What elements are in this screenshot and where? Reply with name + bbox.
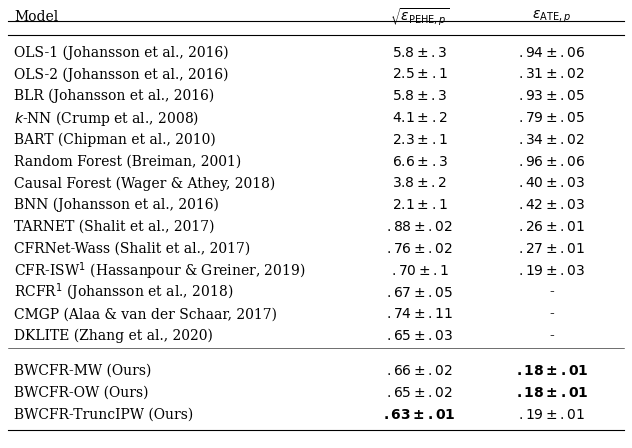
Text: $\mathbf{.18\pm .01}$: $\mathbf{.18\pm .01}$ — [516, 364, 588, 378]
Text: $5.8 \pm .3$: $5.8 \pm .3$ — [392, 89, 447, 103]
Text: $.79 \pm .05$: $.79 \pm .05$ — [518, 111, 586, 125]
Text: Random Forest (Breiman, 2001): Random Forest (Breiman, 2001) — [14, 155, 241, 168]
Text: BNN (Johansson et al., 2016): BNN (Johansson et al., 2016) — [14, 198, 219, 212]
Text: $2.1 \pm .1$: $2.1 \pm .1$ — [392, 198, 447, 212]
Text: $.19 \pm .01$: $.19 \pm .01$ — [518, 408, 586, 422]
Text: $.34 \pm .02$: $.34 \pm .02$ — [518, 133, 585, 147]
Text: BWCFR-OW (Ours): BWCFR-OW (Ours) — [14, 386, 149, 400]
Text: $3.8 \pm .2$: $3.8 \pm .2$ — [392, 177, 447, 190]
Text: $.67 \pm .05$: $.67 \pm .05$ — [386, 285, 454, 300]
Text: $\mathbf{.63\pm .01}$: $\mathbf{.63\pm .01}$ — [384, 408, 456, 422]
Text: $2.5 \pm .1$: $2.5 \pm .1$ — [392, 67, 447, 82]
Text: BLR (Johansson et al., 2016): BLR (Johansson et al., 2016) — [14, 89, 214, 103]
Text: $2.3 \pm .1$: $2.3 \pm .1$ — [392, 133, 447, 147]
Text: $.88 \pm .02$: $.88 \pm .02$ — [386, 220, 453, 234]
Text: Causal Forest (Wager & Athey, 2018): Causal Forest (Wager & Athey, 2018) — [14, 177, 275, 191]
Text: $.96 \pm .06$: $.96 \pm .06$ — [518, 155, 586, 168]
Text: $.65 \pm .02$: $.65 \pm .02$ — [386, 386, 453, 400]
Text: $.19 \pm .03$: $.19 \pm .03$ — [518, 264, 586, 278]
Text: TARNET (Shalit et al., 2017): TARNET (Shalit et al., 2017) — [14, 220, 214, 234]
Text: $.70 \pm .1$: $.70 \pm .1$ — [391, 264, 449, 278]
Text: $.94 \pm .06$: $.94 \pm .06$ — [518, 46, 586, 60]
Text: $.74 \pm .11$: $.74 \pm .11$ — [386, 307, 454, 321]
Text: $6.6 \pm .3$: $6.6 \pm .3$ — [392, 155, 447, 168]
Text: $.66 \pm .02$: $.66 \pm .02$ — [386, 364, 453, 378]
Text: $.27 \pm .01$: $.27 \pm .01$ — [518, 242, 586, 256]
Text: BWCFR-MW (Ours): BWCFR-MW (Ours) — [14, 364, 151, 378]
Text: $.65 \pm .03$: $.65 \pm .03$ — [386, 329, 454, 343]
Text: $.93 \pm .05$: $.93 \pm .05$ — [518, 89, 586, 103]
Text: $\mathbf{.18\pm .01}$: $\mathbf{.18\pm .01}$ — [516, 386, 588, 400]
Text: $.31 \pm .02$: $.31 \pm .02$ — [518, 67, 585, 82]
Text: $.40 \pm .03$: $.40 \pm .03$ — [518, 177, 586, 190]
Text: $5.8 \pm .3$: $5.8 \pm .3$ — [392, 46, 447, 60]
Text: BART (Chipman et al., 2010): BART (Chipman et al., 2010) — [14, 133, 216, 147]
Text: CFR-ISW$^1$ (Hassanpour & Greiner, 2019): CFR-ISW$^1$ (Hassanpour & Greiner, 2019) — [14, 260, 305, 281]
Text: $k$-NN (Crump et al., 2008): $k$-NN (Crump et al., 2008) — [14, 108, 199, 128]
Text: $4.1 \pm .2$: $4.1 \pm .2$ — [392, 111, 447, 125]
Text: Model: Model — [14, 10, 58, 24]
Text: BWCFR-TruncIPW (Ours): BWCFR-TruncIPW (Ours) — [14, 408, 193, 422]
Text: OLS-1 (Johansson et al., 2016): OLS-1 (Johansson et al., 2016) — [14, 45, 229, 60]
Text: $\epsilon_{\mathrm{ATE},p}$: $\epsilon_{\mathrm{ATE},p}$ — [533, 9, 571, 25]
Text: -: - — [550, 307, 554, 321]
Text: DKLITE (Zhang et al., 2020): DKLITE (Zhang et al., 2020) — [14, 329, 213, 343]
Text: CMGP (Alaa & van der Schaar, 2017): CMGP (Alaa & van der Schaar, 2017) — [14, 307, 277, 321]
Text: $.42 \pm .03$: $.42 \pm .03$ — [518, 198, 586, 212]
Text: $.26 \pm .01$: $.26 \pm .01$ — [518, 220, 586, 234]
Text: -: - — [550, 329, 554, 343]
Text: CFRNet-Wass (Shalit et al., 2017): CFRNet-Wass (Shalit et al., 2017) — [14, 242, 250, 256]
Text: OLS-2 (Johansson et al., 2016): OLS-2 (Johansson et al., 2016) — [14, 67, 229, 82]
Text: -: - — [550, 285, 554, 300]
Text: RCFR$^1$ (Johansson et al., 2018): RCFR$^1$ (Johansson et al., 2018) — [14, 282, 233, 303]
Text: $\sqrt{\epsilon_{\mathrm{PEHE},p}}$: $\sqrt{\epsilon_{\mathrm{PEHE},p}}$ — [391, 6, 449, 27]
Text: $.76 \pm .02$: $.76 \pm .02$ — [386, 242, 453, 256]
